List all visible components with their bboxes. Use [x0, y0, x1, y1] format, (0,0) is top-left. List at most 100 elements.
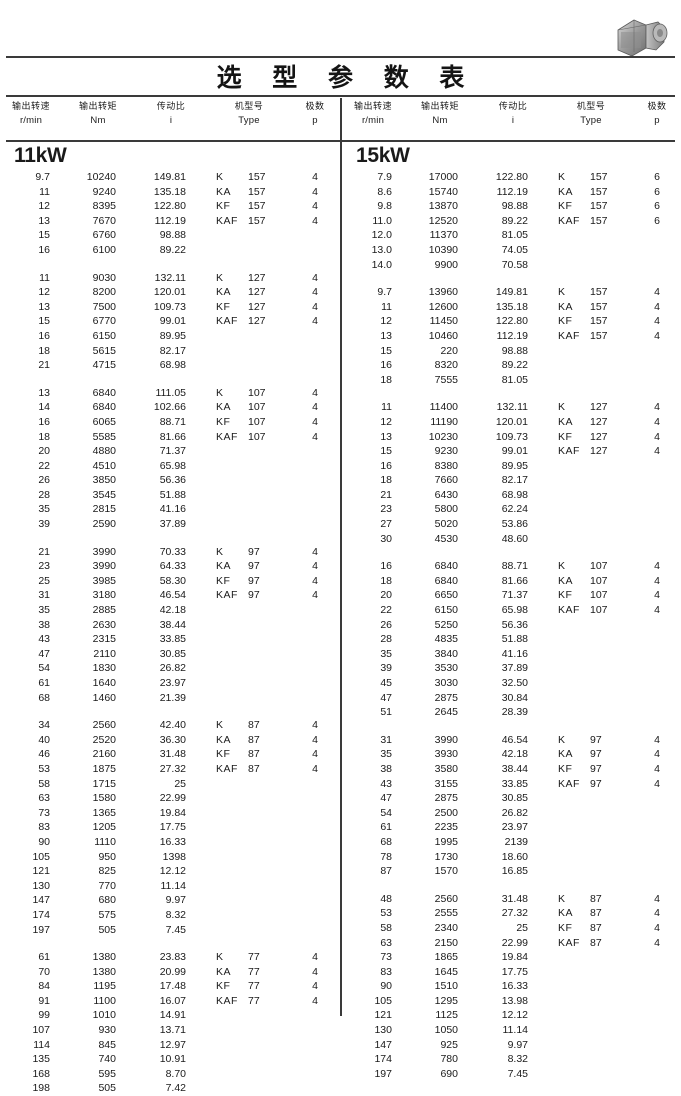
- table-row[interactable]: 12 11450 122.80 KF 157 4: [342, 314, 681, 329]
- table-row[interactable]: 16 6065 88.71 KF 107 4: [0, 415, 340, 430]
- table-row[interactable]: 47 2875 30.84: [342, 691, 681, 706]
- table-row[interactable]: 35 2885 42.18: [0, 603, 340, 618]
- table-row[interactable]: 26 5250 56.36: [342, 618, 681, 633]
- table-row[interactable]: 13 7670 112.19 KAF 157 4: [0, 214, 340, 229]
- table-row[interactable]: 197 505 7.45: [0, 923, 340, 938]
- table-row[interactable]: 14 6840 102.66 KA 107 4: [0, 400, 340, 415]
- table-row[interactable]: 48 2560 31.48 K 87 4: [342, 892, 681, 907]
- table-row[interactable]: 174 575 8.32: [0, 908, 340, 923]
- table-row[interactable]: 35 3840 41.16: [342, 647, 681, 662]
- table-row[interactable]: 61 1380 23.83 K 77 4: [0, 950, 340, 965]
- table-row[interactable]: 12 11190 120.01 KA 127 4: [342, 415, 681, 430]
- table-row[interactable]: 40 2520 36.30 KA 87 4: [0, 733, 340, 748]
- table-row[interactable]: 12 8200 120.01 KA 127 4: [0, 285, 340, 300]
- table-row[interactable]: 105 950 1398: [0, 850, 340, 865]
- table-row[interactable]: 87 1570 16.85: [342, 864, 681, 879]
- table-row[interactable]: 43 3155 33.85 KAF 97 4: [342, 777, 681, 792]
- table-row[interactable]: 70 1380 20.99 KA 77 4: [0, 965, 340, 980]
- table-row[interactable]: 12.0 11370 81.05: [342, 228, 681, 243]
- table-row[interactable]: 13 10230 109.73 KF 127 4: [342, 430, 681, 445]
- table-row[interactable]: 107 930 13.71: [0, 1023, 340, 1038]
- table-row[interactable]: 63 2150 22.99 KAF 87 4: [342, 936, 681, 951]
- table-row[interactable]: 11 9240 135.18 KA 157 4: [0, 185, 340, 200]
- table-row[interactable]: 27 5020 53.86: [342, 517, 681, 532]
- table-row[interactable]: 9.7 10240 149.81 K 157 4: [0, 170, 340, 185]
- table-row[interactable]: 22 4510 65.98: [0, 459, 340, 474]
- table-row[interactable]: 20 4880 71.37: [0, 444, 340, 459]
- table-row[interactable]: 11 9030 132.11 K 127 4: [0, 271, 340, 286]
- table-row[interactable]: 22 6150 65.98 KAF 107 4: [342, 603, 681, 618]
- table-row[interactable]: 84 1195 17.48 KF 77 4: [0, 979, 340, 994]
- table-row[interactable]: 38 2630 38.44: [0, 618, 340, 633]
- table-row[interactable]: 26 3850 56.36: [0, 473, 340, 488]
- table-row[interactable]: 23 5800 62.24: [342, 502, 681, 517]
- table-row[interactable]: 63 1580 22.99: [0, 791, 340, 806]
- table-row[interactable]: 121 1125 12.12: [342, 1008, 681, 1023]
- table-row[interactable]: 90 1510 16.33: [342, 979, 681, 994]
- table-row[interactable]: 130 770 11.14: [0, 879, 340, 894]
- table-row[interactable]: 14.0 9900 70.58: [342, 258, 681, 273]
- table-row[interactable]: 61 2235 23.97: [342, 820, 681, 835]
- table-row[interactable]: 121 825 12.12: [0, 864, 340, 879]
- table-row[interactable]: 61 1640 23.97: [0, 676, 340, 691]
- table-row[interactable]: 15 6770 99.01 KAF 127 4: [0, 314, 340, 329]
- table-row[interactable]: 31 3180 46.54 KAF 97 4: [0, 588, 340, 603]
- table-row[interactable]: 13 7500 109.73 KF 127 4: [0, 300, 340, 315]
- table-row[interactable]: 31 3990 46.54 K 97 4: [342, 733, 681, 748]
- table-row[interactable]: 39 2590 37.89: [0, 517, 340, 532]
- table-row[interactable]: 68 1995 2139: [342, 835, 681, 850]
- table-row[interactable]: 13 6840 111.05 K 107 4: [0, 386, 340, 401]
- table-row[interactable]: 83 1205 17.75: [0, 820, 340, 835]
- table-row[interactable]: 58 2340 25 KF 87 4: [342, 921, 681, 936]
- table-row[interactable]: 25 3985 58.30 KF 97 4: [0, 574, 340, 589]
- table-row[interactable]: 9.8 13870 98.88 KF 157 6: [342, 199, 681, 214]
- table-row[interactable]: 13.0 10390 74.05: [342, 243, 681, 258]
- table-row[interactable]: 53 1875 27.32 KAF 87 4: [0, 762, 340, 777]
- table-row[interactable]: 174 780 8.32: [342, 1052, 681, 1067]
- table-row[interactable]: 147 925 9.97: [342, 1038, 681, 1053]
- table-row[interactable]: 16 6150 89.95: [0, 329, 340, 344]
- table-row[interactable]: 47 2110 30.85: [0, 647, 340, 662]
- table-row[interactable]: 34 2560 42.40 K 87 4: [0, 718, 340, 733]
- table-row[interactable]: 168 595 8.70: [0, 1067, 340, 1082]
- table-row[interactable]: 38 3580 38.44 KF 97 4: [342, 762, 681, 777]
- table-row[interactable]: 18 5615 82.17: [0, 344, 340, 359]
- table-row[interactable]: 54 2500 26.82: [342, 806, 681, 821]
- table-row[interactable]: 15 220 98.88: [342, 344, 681, 359]
- table-row[interactable]: 197 690 7.45: [342, 1067, 681, 1082]
- table-row[interactable]: 30 4530 48.60: [342, 532, 681, 547]
- table-row[interactable]: 28 4835 51.88: [342, 632, 681, 647]
- table-row[interactable]: 11 12600 135.18 KA 157 4: [342, 300, 681, 315]
- table-row[interactable]: 21 4715 68.98: [0, 358, 340, 373]
- table-row[interactable]: 51 2645 28.39: [342, 705, 681, 720]
- table-row[interactable]: 35 2815 41.16: [0, 502, 340, 517]
- table-row[interactable]: 18 7660 82.17: [342, 473, 681, 488]
- table-row[interactable]: 78 1730 18.60: [342, 850, 681, 865]
- table-row[interactable]: 47 2875 30.85: [342, 791, 681, 806]
- table-row[interactable]: 7.9 17000 122.80 K 157 6: [342, 170, 681, 185]
- table-row[interactable]: 45 3030 32.50: [342, 676, 681, 691]
- table-row[interactable]: 58 1715 25: [0, 777, 340, 792]
- table-row[interactable]: 20 6650 71.37 KF 107 4: [342, 588, 681, 603]
- table-row[interactable]: 198 505 7.42: [0, 1081, 340, 1096]
- table-row[interactable]: 18 6840 81.66 KA 107 4: [342, 574, 681, 589]
- table-row[interactable]: 15 9230 99.01 KAF 127 4: [342, 444, 681, 459]
- table-row[interactable]: 11.0 12520 89.22 KAF 157 6: [342, 214, 681, 229]
- table-row[interactable]: 43 2315 33.85: [0, 632, 340, 647]
- table-row[interactable]: 13 10460 112.19 KAF 157 4: [342, 329, 681, 344]
- table-row[interactable]: 135 740 10.91: [0, 1052, 340, 1067]
- table-row[interactable]: 68 1460 21.39: [0, 691, 340, 706]
- table-row[interactable]: 39 3530 37.89: [342, 661, 681, 676]
- table-row[interactable]: 83 1645 17.75: [342, 965, 681, 980]
- table-row[interactable]: 9.7 13960 149.81 K 157 4: [342, 285, 681, 300]
- table-row[interactable]: 114 845 12.97: [0, 1038, 340, 1053]
- table-row[interactable]: 15 6760 98.88: [0, 228, 340, 243]
- table-row[interactable]: 16 6100 89.22: [0, 243, 340, 258]
- table-row[interactable]: 130 1050 11.14: [342, 1023, 681, 1038]
- table-row[interactable]: 16 8320 89.22: [342, 358, 681, 373]
- table-row[interactable]: 99 1010 14.91: [0, 1008, 340, 1023]
- table-row[interactable]: 18 7555 81.05: [342, 373, 681, 388]
- table-row[interactable]: 21 6430 68.98: [342, 488, 681, 503]
- table-row[interactable]: 35 3930 42.18 KA 97 4: [342, 747, 681, 762]
- table-row[interactable]: 90 1110 16.33: [0, 835, 340, 850]
